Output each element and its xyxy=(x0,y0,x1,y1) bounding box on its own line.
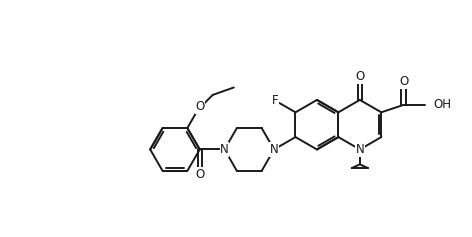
Text: OH: OH xyxy=(433,98,451,111)
Text: F: F xyxy=(272,94,279,107)
Text: O: O xyxy=(355,70,364,83)
Text: N: N xyxy=(355,143,364,156)
Text: N: N xyxy=(270,143,278,156)
Text: O: O xyxy=(399,75,408,88)
Text: O: O xyxy=(195,168,204,181)
Text: N: N xyxy=(220,143,229,156)
Text: O: O xyxy=(195,100,204,113)
